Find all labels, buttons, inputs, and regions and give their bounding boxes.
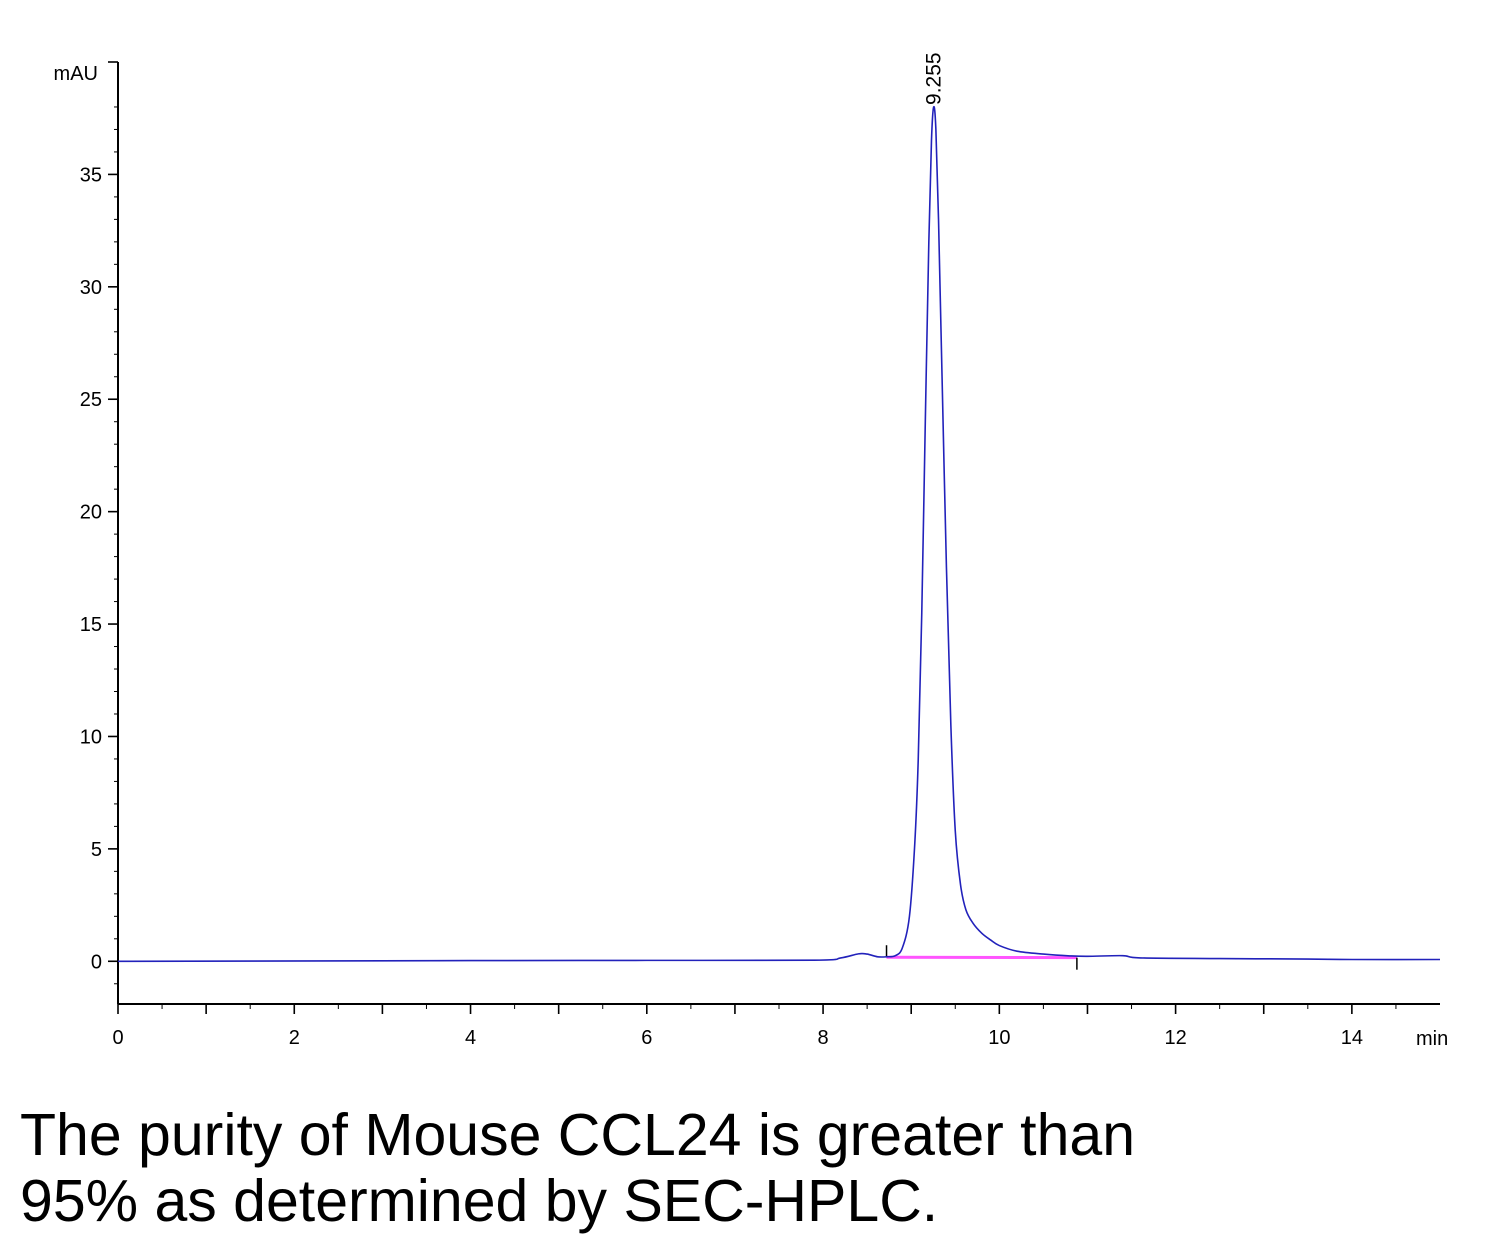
purity-caption: The purity of Mouse CCL24 is greater tha…	[20, 1102, 1480, 1234]
y-tick-label: 5	[91, 839, 102, 861]
chromatogram-chart: 0 5 10 15 20 25 30 35 0 2 4 6 8 10 12 14 mAU min 9.255	[54, 52, 1449, 1050]
y-tick-label: 25	[80, 389, 102, 411]
y-tick-label: 10	[80, 726, 102, 748]
chromatogram-trace	[117, 105, 1441, 963]
y-tick-label: 0	[91, 951, 102, 973]
x-tick-label: 2	[289, 1027, 300, 1049]
x-tick-label: 6	[641, 1027, 652, 1049]
y-tick-label: 20	[80, 502, 102, 524]
x-tick-label: 0	[112, 1027, 123, 1049]
caption-line-2: 95% as determined by SEC-HPLC.	[20, 1168, 939, 1234]
x-tick-label: 4	[465, 1027, 476, 1049]
y-axis-ticks: 0 5 10 15 20 25 30 35	[80, 61, 118, 985]
caption-line-1: The purity of Mouse CCL24 is greater tha…	[20, 1102, 1136, 1168]
y-tick-label: 15	[80, 614, 102, 636]
x-unit-label: min	[1416, 1028, 1448, 1050]
x-tick-label: 10	[988, 1027, 1010, 1049]
y-tick-label: 30	[80, 277, 102, 299]
x-tick-label: 8	[818, 1027, 829, 1049]
x-tick-label: 12	[1164, 1027, 1186, 1049]
y-tick-label: 35	[80, 164, 102, 186]
x-axis-ticks: 0 2 4 6 8 10 12 14	[112, 1004, 1397, 1049]
x-tick-label: 14	[1341, 1027, 1363, 1049]
y-unit-label: mAU	[54, 63, 98, 85]
peak-retention-label: 9.255	[923, 52, 946, 105]
